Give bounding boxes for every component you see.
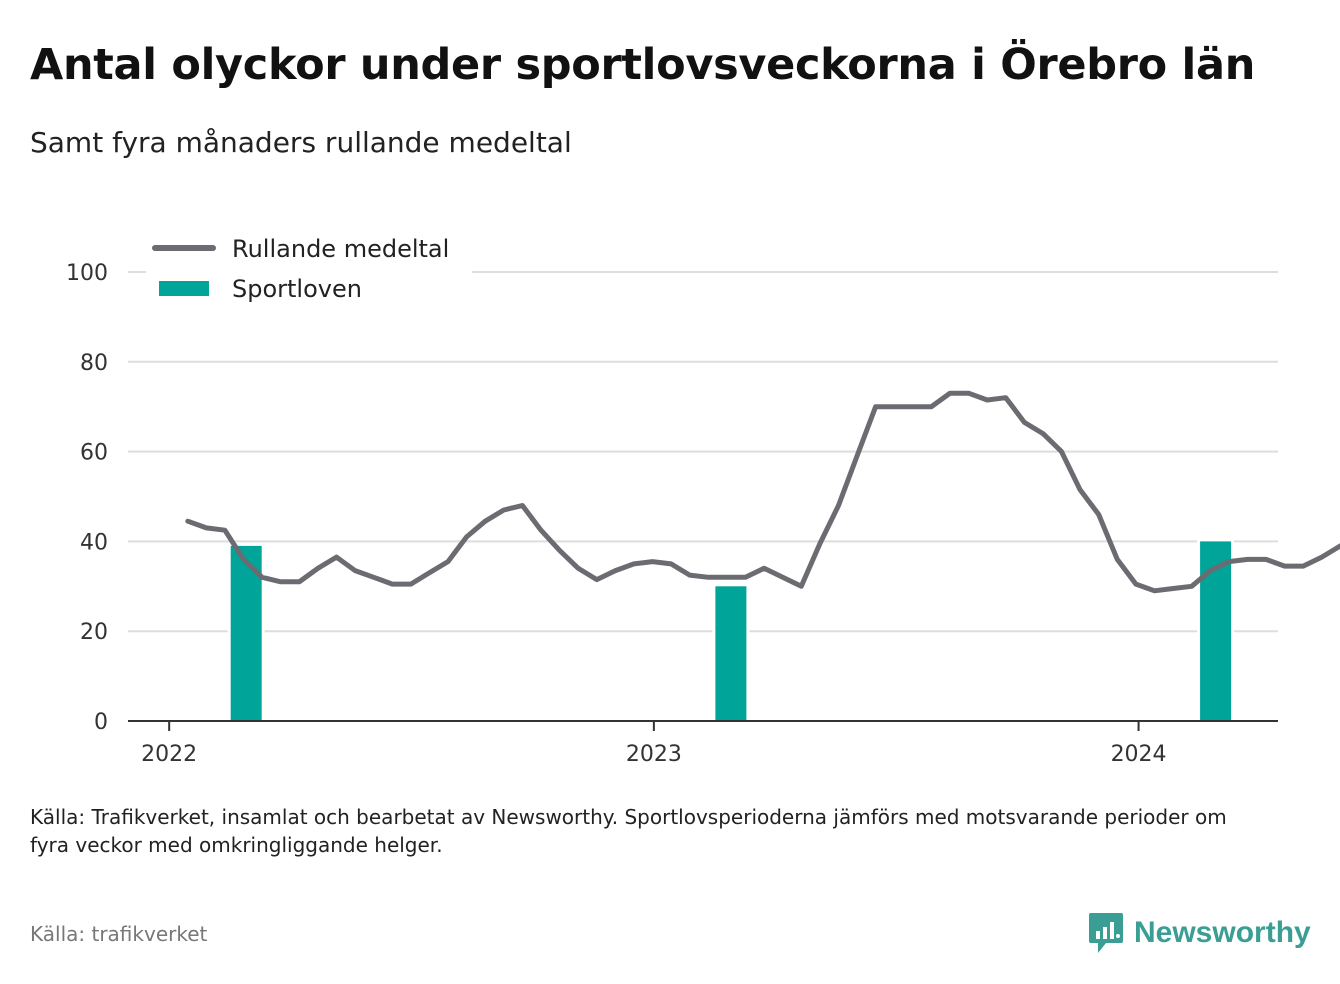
bar-series-sportloven	[227, 538, 1235, 721]
newsworthy-logo-icon	[1089, 913, 1123, 953]
legend-label-rullande-medeltal: Rullande medeltal	[232, 235, 449, 263]
brand: Newsworthy	[1088, 910, 1311, 956]
x-tick-label-2022: 2022	[141, 742, 197, 767]
y-tick-label-40: 40	[80, 530, 108, 555]
y-tick-label-100: 100	[66, 261, 108, 286]
line-series-rullande-medeltal	[185, 390, 1340, 594]
bar-sportloven-2023	[715, 586, 747, 721]
x-tick-label-2023: 2023	[626, 742, 682, 767]
brand-name: Newsworthy	[1134, 916, 1311, 949]
x-tick-label-2024: 2024	[1111, 742, 1167, 767]
legend: Rullande medeltal Sportloven	[146, 232, 472, 312]
y-tick-label-60: 60	[80, 441, 108, 466]
chart-subtitle: Samt fyra månaders rullande medeltal	[30, 126, 572, 159]
axes: 0 20 40 60 80 100 2022 2023 2024	[66, 261, 1278, 767]
y-tick-label-0: 0	[94, 710, 108, 735]
source-credit: Källa: trafikverket	[30, 922, 208, 946]
chart-title: Antal olyckor under sportlovsveckorna i …	[30, 40, 1256, 90]
legend-label-sportloven: Sportloven	[232, 275, 362, 303]
legend-swatch-sportloven	[159, 281, 209, 296]
footnote: Källa: Trafikverket, insamlat och bearbe…	[30, 805, 1227, 857]
chart: 0 20 40 60 80 100 2022 2023 2024 Rullande medelt…	[66, 232, 1340, 767]
y-tick-label-20: 20	[80, 620, 108, 645]
y-tick-label-80: 80	[80, 351, 108, 376]
bar-sportloven-2024	[1200, 541, 1232, 721]
line-rullande-medeltal	[185, 390, 1340, 594]
